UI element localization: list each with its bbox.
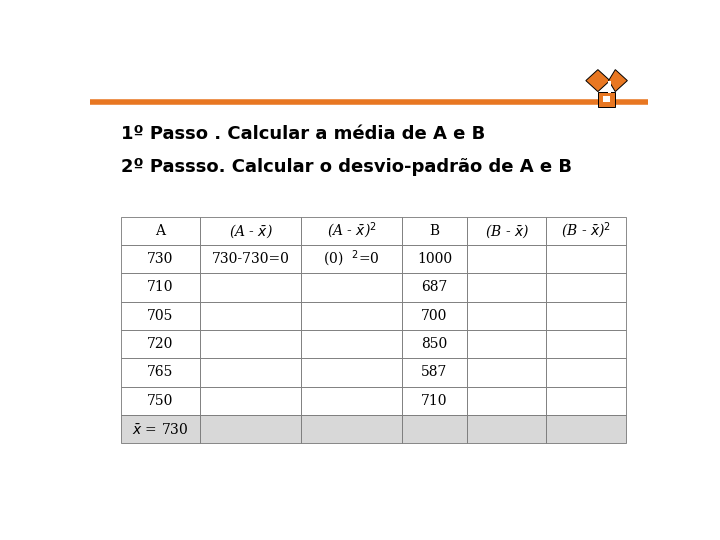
Bar — [546, 330, 626, 358]
Bar — [467, 245, 546, 273]
Text: 750: 750 — [147, 394, 174, 408]
Polygon shape — [586, 70, 610, 92]
Bar — [301, 217, 402, 245]
Bar — [546, 301, 626, 330]
Bar — [467, 273, 546, 301]
Bar — [402, 217, 467, 245]
Bar — [200, 387, 301, 415]
Text: 1º Passo . Calcular a média de A e B: 1º Passo . Calcular a média de A e B — [121, 125, 485, 143]
Polygon shape — [608, 70, 627, 92]
Bar — [301, 330, 402, 358]
Text: 705: 705 — [147, 309, 174, 323]
Text: 1000: 1000 — [417, 252, 452, 266]
Bar — [603, 96, 611, 102]
Bar — [121, 415, 200, 443]
Bar — [402, 358, 467, 387]
Bar — [121, 301, 200, 330]
Bar — [402, 415, 467, 443]
Text: (0)  $^2$=0: (0) $^2$=0 — [323, 249, 380, 269]
Bar — [467, 301, 546, 330]
Bar — [301, 245, 402, 273]
Text: (B - $\bar{x}$)$^2$: (B - $\bar{x}$)$^2$ — [561, 221, 611, 241]
Bar — [200, 415, 301, 443]
Bar — [546, 415, 626, 443]
Bar — [121, 217, 200, 245]
Text: 850: 850 — [421, 337, 448, 351]
Bar — [402, 387, 467, 415]
Bar — [200, 301, 301, 330]
Bar — [301, 301, 402, 330]
Bar — [467, 387, 546, 415]
Text: (A - $\bar{x}$): (A - $\bar{x}$) — [228, 222, 272, 240]
Bar — [121, 330, 200, 358]
Bar — [200, 273, 301, 301]
Text: 710: 710 — [147, 280, 174, 294]
Bar — [200, 217, 301, 245]
Bar — [546, 387, 626, 415]
Text: 730: 730 — [147, 252, 174, 266]
Text: 720: 720 — [147, 337, 174, 351]
Text: 2º Passso. Calcular o desvio-padrão de A e B: 2º Passso. Calcular o desvio-padrão de A… — [121, 158, 572, 177]
Bar — [467, 330, 546, 358]
Bar — [546, 217, 626, 245]
Text: 587: 587 — [421, 366, 448, 380]
Bar — [301, 387, 402, 415]
Bar — [402, 245, 467, 273]
Text: 710: 710 — [421, 394, 448, 408]
Bar — [402, 330, 467, 358]
Bar — [121, 245, 200, 273]
Bar — [546, 273, 626, 301]
Bar — [121, 273, 200, 301]
Text: (B - $\bar{x}$): (B - $\bar{x}$) — [485, 222, 528, 240]
Bar — [546, 245, 626, 273]
Text: 730-730=0: 730-730=0 — [212, 252, 289, 266]
Bar — [200, 330, 301, 358]
Bar — [200, 245, 301, 273]
Bar — [467, 358, 546, 387]
Text: B: B — [429, 224, 440, 238]
Bar — [402, 273, 467, 301]
Bar — [546, 358, 626, 387]
Text: 687: 687 — [421, 280, 448, 294]
Bar — [598, 92, 616, 106]
Bar — [467, 415, 546, 443]
Bar — [301, 358, 402, 387]
Bar — [200, 358, 301, 387]
Text: (A - $\bar{x}$)$^2$: (A - $\bar{x}$)$^2$ — [327, 221, 377, 241]
Bar — [301, 415, 402, 443]
Text: 765: 765 — [147, 366, 174, 380]
Text: A: A — [156, 224, 166, 238]
Bar — [467, 217, 546, 245]
Text: 700: 700 — [421, 309, 448, 323]
Text: $\bar{x}$ = 730: $\bar{x}$ = 730 — [132, 422, 189, 436]
Bar — [121, 387, 200, 415]
Bar — [301, 273, 402, 301]
Polygon shape — [608, 80, 611, 92]
Bar — [402, 301, 467, 330]
Bar — [121, 358, 200, 387]
